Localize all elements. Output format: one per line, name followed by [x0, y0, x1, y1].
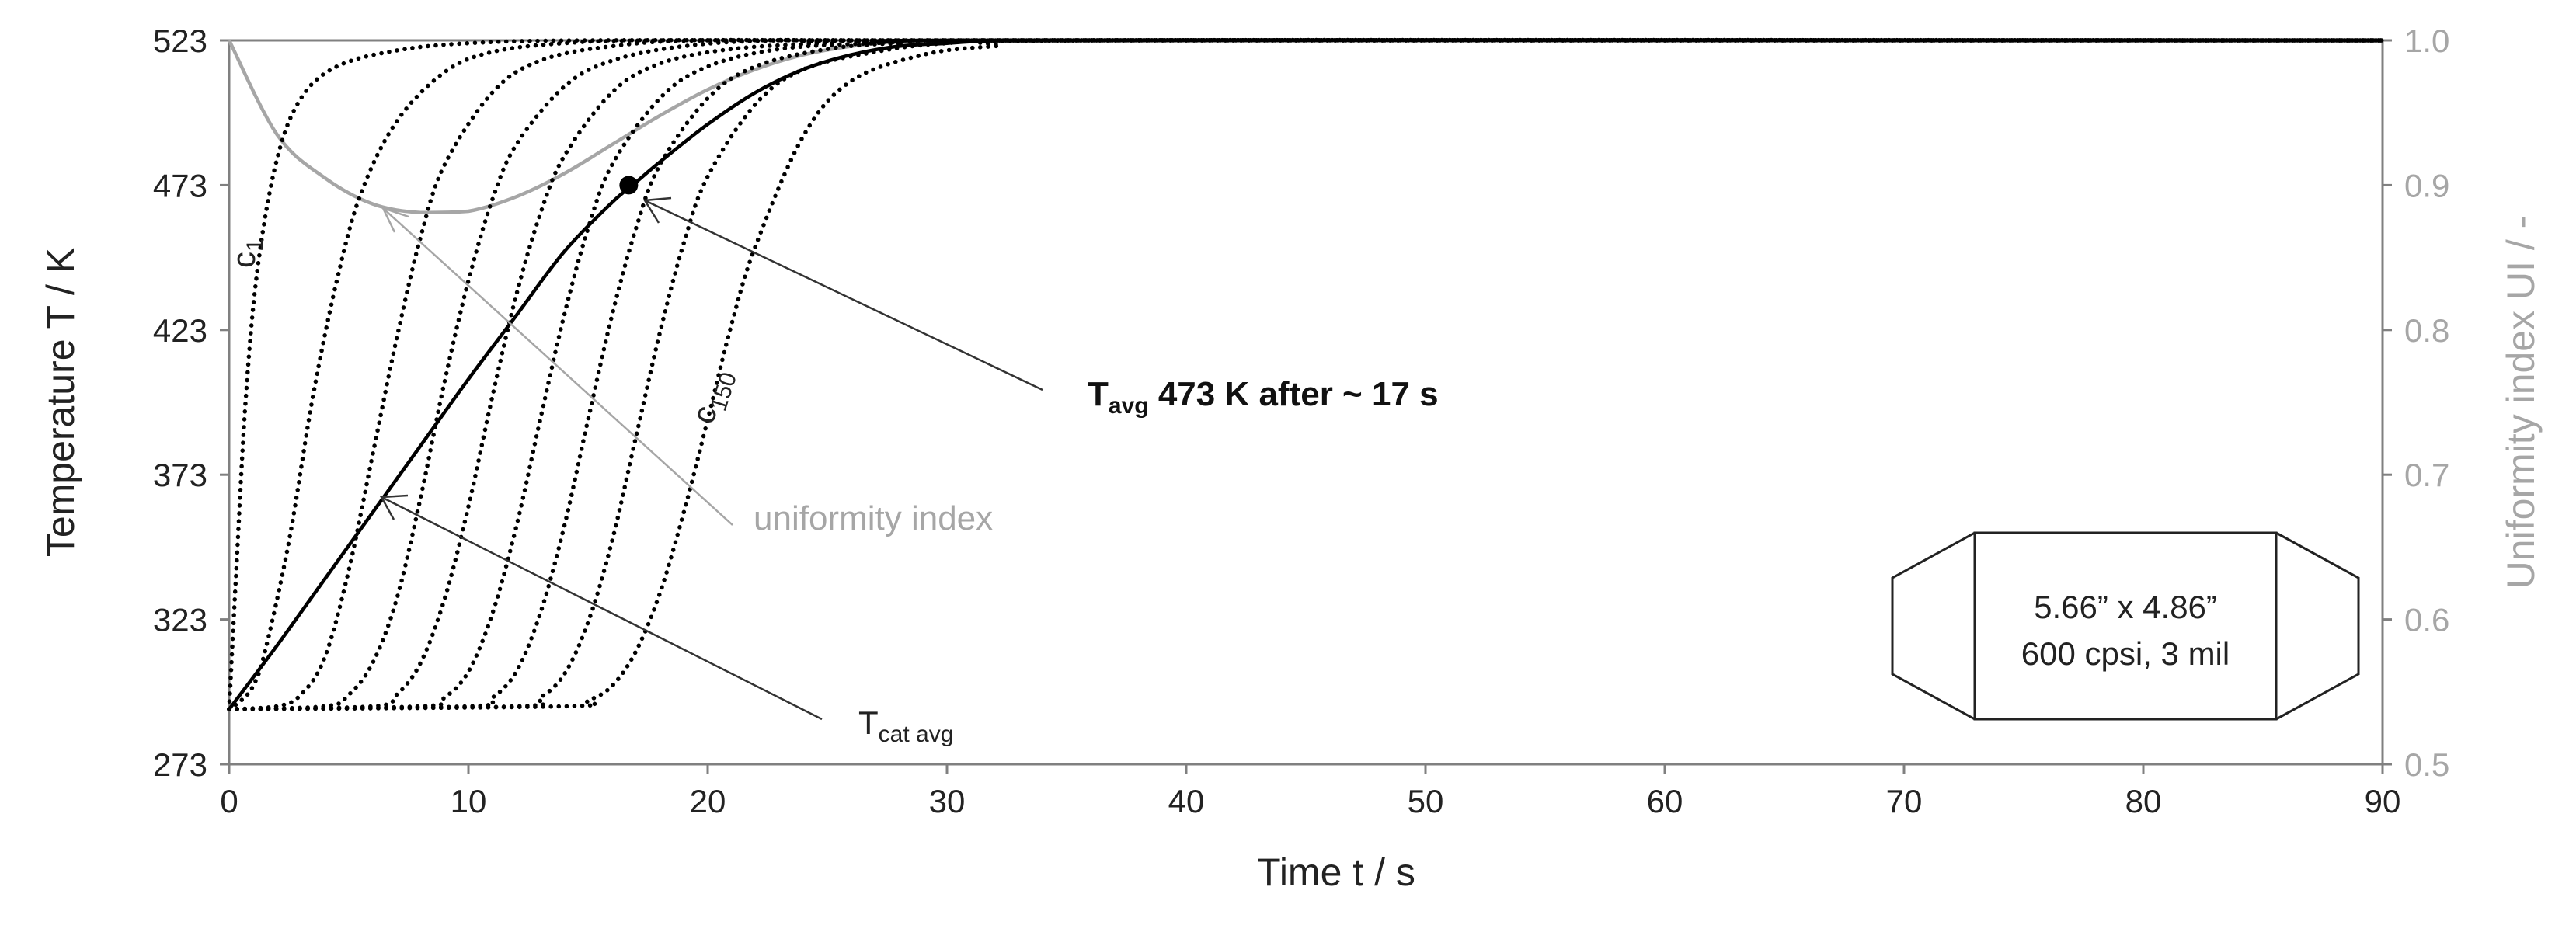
- x-axis-title: Time t / s: [1257, 850, 1415, 894]
- x-tick-label: 40: [1168, 783, 1205, 819]
- y2-axis-title: Uniformity index UI / -: [2499, 216, 2543, 589]
- x-tick-label: 50: [1408, 783, 1444, 819]
- x-tick-label: 20: [690, 783, 726, 819]
- series-layer: [227, 37, 2385, 711]
- catalyst-cone-right: [2275, 531, 2360, 721]
- y2-tick-label: 0.7: [2404, 457, 2449, 493]
- y-tick-label: 473: [153, 167, 207, 203]
- x-tick-label: 70: [1886, 783, 1923, 819]
- catalyst-dimensions: 5.66” x 4.86”: [2034, 589, 2217, 625]
- catalyst-cell-density: 600 cpsi, 3 mil: [2021, 635, 2230, 672]
- tavg-473-marker: [619, 176, 639, 195]
- y2-axis-ticks: 0.5 0.6 0.7 0.8 0.9 1.0: [2383, 23, 2449, 783]
- channel-curve-4: [227, 37, 2385, 711]
- x-axis-ticks: 0 10 20 30 40 50 60 70 80 90: [220, 764, 2400, 819]
- annotation-arrows: [379, 196, 1043, 721]
- arrow-uniformity: [382, 207, 733, 526]
- x-tick-label: 90: [2365, 783, 2401, 819]
- c1-label: c1: [225, 238, 268, 268]
- y-axis-ticks: 273 323 373 423 473 523: [153, 23, 229, 783]
- arrow-uniformity-head: [381, 206, 409, 233]
- y-tick-label: 323: [153, 602, 207, 638]
- channel-curve-1: [227, 37, 2385, 711]
- x-tick-label: 0: [220, 783, 238, 819]
- x-tick-label: 30: [929, 783, 966, 819]
- channel-curve-8: [227, 37, 2385, 711]
- arrow-tavg-head: [642, 196, 672, 224]
- x-tick-label: 60: [1647, 783, 1683, 819]
- x-tick-label: 10: [451, 783, 487, 819]
- y-tick-label: 423: [153, 312, 207, 349]
- arrow-tavg: [644, 199, 1043, 391]
- catalyst-body: [1973, 531, 2278, 721]
- y-axis-title: Temperature T / K: [39, 248, 82, 557]
- y-tick-label: 373: [153, 457, 207, 493]
- y-tick-label: 523: [153, 23, 207, 59]
- x-tick-label: 80: [2125, 783, 2162, 819]
- y2-tick-label: 1.0: [2404, 23, 2449, 59]
- y2-tick-label: 0.5: [2404, 746, 2449, 783]
- y2-tick-label: 0.9: [2404, 167, 2449, 203]
- tcat-annotation: Tcat avg: [858, 704, 953, 747]
- arrow-tcat-head: [379, 494, 409, 520]
- catalyst-cone-left: [1891, 531, 1976, 721]
- catalyst-shape: 5.66” x 4.86” 600 cpsi, 3 mil: [1891, 531, 2360, 721]
- tavg-annotation: Tavg 473 K after ~ 17 s: [1088, 375, 1439, 419]
- y2-tick-label: 0.6: [2404, 602, 2449, 638]
- channel-curve-9: [227, 37, 2385, 711]
- y-tick-label: 273: [153, 746, 207, 783]
- arrow-tcat: [381, 496, 823, 721]
- uniformity-annotation: uniformity index: [754, 499, 993, 537]
- y2-tick-label: 0.8: [2404, 312, 2449, 349]
